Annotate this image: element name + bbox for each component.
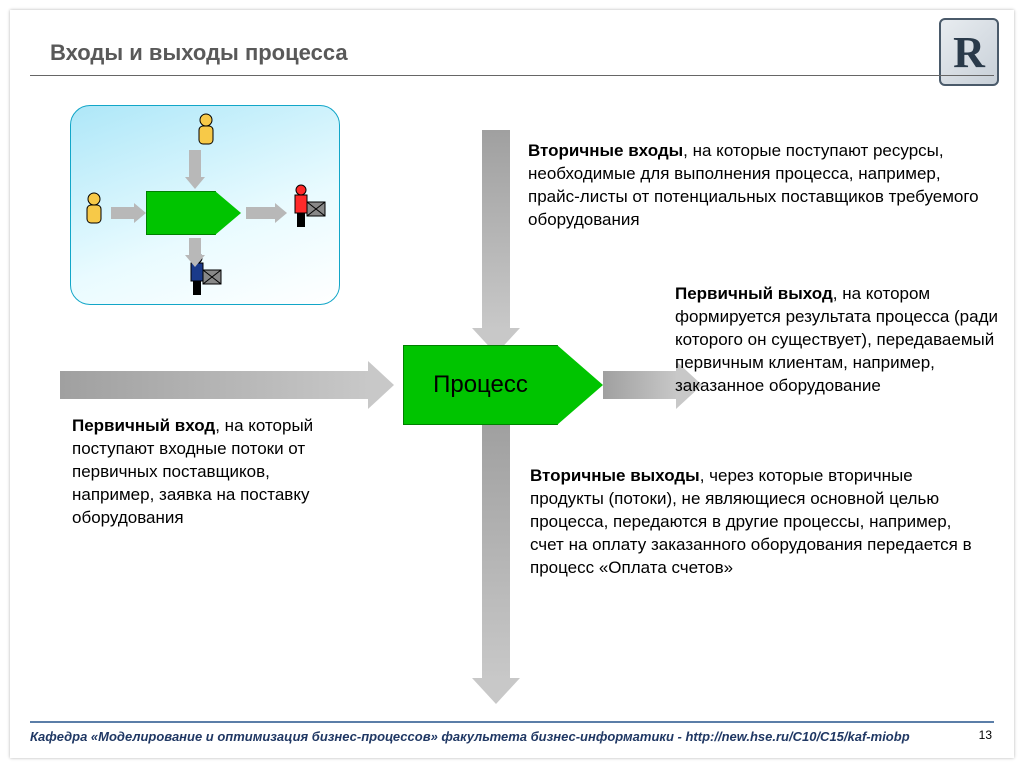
arrow-primary-input (60, 371, 370, 399)
arrow-icon (246, 207, 276, 219)
page-title: Входы и выходы процесса (50, 40, 974, 66)
person-icon (79, 191, 109, 227)
carrier-icon (287, 184, 329, 232)
text-secondary-outputs: Вторичные выходы, через которые вторичны… (530, 465, 980, 580)
mini-process-icon (146, 191, 241, 235)
arrow-icon (189, 238, 201, 256)
page-number: 13 (979, 728, 992, 742)
header: Входы и выходы процесса (50, 40, 974, 90)
arrow-secondary-input (482, 130, 510, 330)
arrow-icon (111, 207, 135, 219)
text-primary-output: Первичный выход, на котором формируется … (675, 283, 1005, 398)
mini-diagram (70, 105, 340, 305)
person-icon (191, 112, 221, 148)
footer-text: Кафедра «Моделирование и оптимизация биз… (30, 721, 994, 744)
process-label: Процесс (403, 345, 558, 425)
content-area: Процесс Вторичные входы, на которые пост… (30, 105, 994, 708)
arrow-primary-output (603, 371, 678, 399)
header-rule (30, 75, 994, 76)
text-secondary-inputs: Вторичные входы, на которые поступают ре… (528, 140, 988, 232)
text-primary-input: Первичный вход, на который поступают вхо… (72, 415, 327, 530)
arrow-secondary-output (482, 425, 510, 680)
slide-frame: R Входы и выходы процесса (10, 10, 1014, 758)
arrow-icon (189, 150, 201, 178)
